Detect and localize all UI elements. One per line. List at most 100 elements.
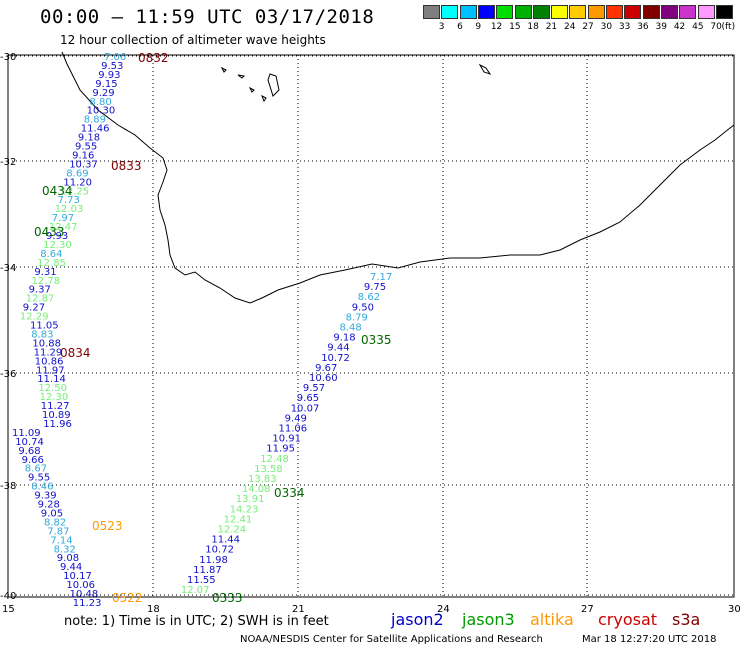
swh-value-label: 9.55 [75, 142, 97, 153]
swh-value-label: 7.14 [50, 535, 72, 546]
legend-label: 9 [475, 22, 482, 32]
lat-tick-label: -40 [0, 591, 16, 602]
legend-swatch [569, 5, 587, 19]
swh-value-label: 10.72 [205, 545, 234, 556]
legend-unit: (ft) [721, 22, 736, 32]
swh-value-label: 12.41 [224, 514, 253, 525]
swh-value-label: 10.89 [42, 410, 71, 421]
swh-value-label: 8.48 [340, 323, 362, 334]
legend-swatch [496, 5, 514, 19]
footer-timestamp: Mar 18 12:27:20 UTC 2018 [582, 634, 717, 645]
legend-swatch [606, 5, 623, 19]
legend-swatch [423, 5, 440, 19]
swh-value-label: 9.65 [297, 393, 319, 404]
time-stamp-label: 0334 [274, 486, 305, 500]
legend-swatch [514, 5, 532, 19]
swh-value-label: 11.23 [73, 598, 102, 609]
swh-value-label: 7.73 [58, 195, 80, 206]
swh-value-label: 8.89 [84, 115, 106, 126]
swh-value-label: 9.44 [327, 343, 349, 354]
swh-value-label: 9.44 [60, 562, 82, 573]
swh-value-label: 9.15 [95, 79, 117, 90]
track-labels: 7.069.539.939.159.298.8010.308.8911.469.… [12, 51, 392, 609]
swh-value-label: 9.49 [285, 413, 307, 424]
swh-value-label: 10.30 [87, 106, 116, 117]
legend-label: 18 [527, 22, 539, 32]
swh-value-label: 11.96 [43, 419, 72, 430]
swh-value-label: 12.30 [40, 392, 69, 403]
swh-value-label: 9.53 [101, 61, 123, 72]
swh-value-label: 10.17 [63, 571, 92, 582]
coastline-island-1 [220, 66, 227, 73]
swh-value-label: 7.87 [47, 526, 69, 537]
time-stamp-label: 0833 [111, 159, 142, 173]
swh-value-label: 12.03 [55, 204, 84, 215]
time-stamp-label: 0522 [112, 591, 143, 605]
legend-label: 36 [637, 22, 649, 32]
swh-value-label: 10.60 [309, 373, 338, 384]
swh-value-label: 11.87 [193, 565, 222, 576]
swh-value-label: 10.37 [69, 159, 98, 170]
swh-value-label: 10.72 [321, 353, 350, 364]
graticule [7, 55, 735, 597]
satellite-name: jason2 [391, 610, 444, 629]
time-stamp-label: 0335 [361, 333, 392, 347]
swh-value-label: 12.30 [43, 240, 72, 251]
legend-label: 12 [490, 22, 503, 32]
swh-value-label: 12.85 [37, 258, 66, 269]
swh-value-label: 9.66 [22, 455, 44, 466]
lon-tick-label: 27 [581, 604, 594, 615]
legend-label: 33 [618, 22, 631, 32]
swh-value-label: 11.05 [30, 321, 59, 332]
swh-value-label: 12.87 [26, 294, 55, 305]
swh-value-label: 9.29 [92, 88, 114, 99]
swh-value-label: 11.55 [187, 575, 216, 586]
footer-credit: NOAA/NESDIS Center for Satellite Applica… [240, 634, 543, 645]
swh-value-label: 10.86 [35, 356, 64, 367]
swh-value-label: 10.88 [32, 338, 61, 349]
footer-note: note: 1) Time is in UTC; 2) SWH is in fe… [64, 614, 329, 629]
legend-swatch [441, 5, 459, 19]
swh-value-label: 12.78 [32, 276, 61, 287]
time-stamp-label: 0834 [60, 346, 91, 360]
swh-value-label: 9.31 [34, 267, 56, 278]
swh-value-label: 9.16 [72, 150, 94, 161]
swh-value-label: 9.37 [29, 285, 51, 296]
legend-swatch [551, 5, 569, 19]
swh-value-label: 9.28 [38, 500, 60, 511]
satellite-name: altika [530, 610, 574, 629]
swh-value-label: 9.39 [34, 491, 56, 502]
swh-value-label: 8.32 [54, 544, 76, 555]
swh-value-label: 8.79 [346, 312, 368, 323]
lon-tick-label: 21 [292, 604, 305, 615]
swh-value-label: 12.50 [38, 383, 67, 394]
swh-value-label: 11.44 [211, 535, 240, 546]
swh-value-label: 9.68 [18, 446, 40, 457]
lon-tick-label: 15 [2, 604, 15, 615]
swh-value-label: 10.48 [70, 589, 99, 600]
swh-value-label: 9.27 [23, 303, 45, 314]
swh-value-label: 11.09 [12, 428, 41, 439]
swh-value-label: 13.58 [254, 464, 283, 475]
lat-tick-label: -30 [0, 52, 16, 63]
swh-value-label: 8.62 [358, 292, 380, 303]
coastline-island-5 [248, 86, 255, 93]
legend-swatch [459, 5, 477, 19]
legend-label: 45 [692, 22, 704, 32]
page-subtitle: 12 hour collection of altimeter wave hei… [60, 33, 326, 47]
swh-value-label: 7.17 [370, 272, 392, 283]
swh-value-label: 11.97 [36, 365, 65, 376]
swh-value-label: 9.08 [57, 553, 79, 564]
swh-value-label: 13.91 [236, 494, 265, 505]
swh-value-label: 11.46 [81, 124, 110, 135]
legend-swatch [642, 5, 660, 19]
swh-value-label: 9.18 [78, 133, 100, 144]
swh-value-label: 9.05 [41, 508, 63, 519]
legend-swatch [532, 5, 550, 19]
satellite-name: s3a [672, 610, 701, 629]
lat-tick-label: -32 [0, 157, 16, 168]
swh-value-label: 8.67 [25, 464, 47, 475]
legend-label: 39 [655, 22, 667, 32]
